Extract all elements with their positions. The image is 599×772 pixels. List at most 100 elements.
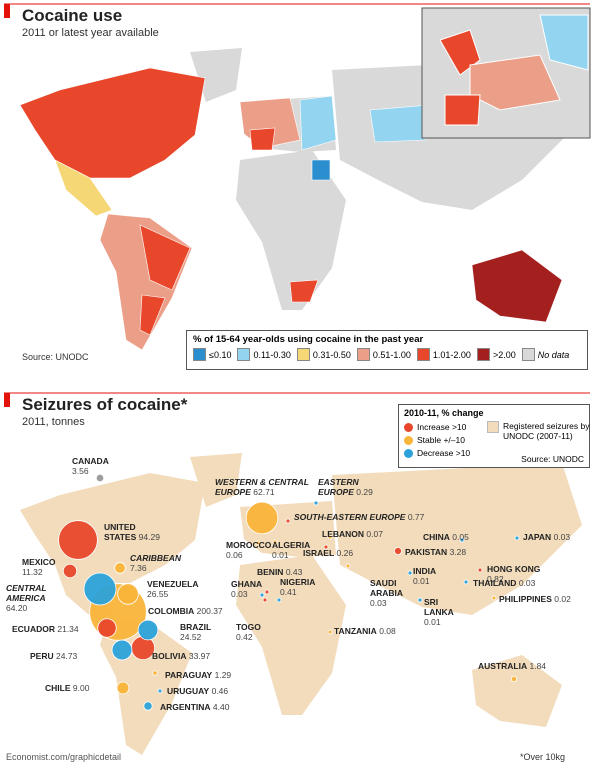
bubble <box>137 619 159 641</box>
seizure-value: 0.77 <box>407 512 425 522</box>
seizure-value: 21.34 <box>57 624 79 634</box>
bubble <box>264 589 270 595</box>
seizure-value: 0.07 <box>366 529 383 539</box>
choropleth <box>19 67 563 351</box>
legend-item: 0.51-1.00 <box>356 348 411 361</box>
legend-items: ≤0.10 0.11-0.30 0.31-0.50 0.51-1.00 1.01-2.0… <box>193 348 587 361</box>
bubble <box>116 681 130 695</box>
country-label: PHILIPPINES 0.02 <box>499 594 589 604</box>
country-label: VENEZUELA 26.55 <box>147 579 207 599</box>
country-name: PARAGUAY <box>165 670 213 680</box>
legend-item: Registered seizures by UNODC (2007-11) <box>487 421 591 441</box>
bubble <box>313 500 319 506</box>
seizure-value: 0.29 <box>356 487 373 497</box>
country-name: MOROCCO <box>226 540 272 550</box>
country-label: THAILAND 0.03 <box>473 578 543 588</box>
seizure-value: 24.73 <box>56 651 78 661</box>
bubble <box>259 592 265 598</box>
seizure-value: 0.43 <box>285 567 303 577</box>
country-name: VENEZUELA <box>147 579 199 589</box>
country-label: ECUADOR 21.34 <box>12 624 102 634</box>
country-label: URUGUAY 0.46 <box>167 686 247 696</box>
country-name: PAKISTAN <box>405 547 448 557</box>
seizure-value: 0.03 <box>518 578 536 588</box>
seizure-value: 0.46 <box>211 686 229 696</box>
legend-swatch <box>356 348 370 361</box>
seizure-value: 0.82 <box>487 574 504 584</box>
seizure-value: 0.03 <box>370 598 387 608</box>
bubble <box>255 540 261 546</box>
seizure-value: 0.06 <box>226 550 243 560</box>
seizure-value: 64.20 <box>6 603 28 613</box>
subtitle: 2011 or latest year available <box>22 27 159 39</box>
country-name: BENIN <box>257 567 284 577</box>
country-label: TANZANIA 0.08 <box>334 626 424 636</box>
bubble <box>58 520 98 560</box>
seizure-value: 0.42 <box>236 632 253 642</box>
seizure-value: 0.03 <box>231 589 248 599</box>
bubble <box>95 473 105 483</box>
bubble <box>157 688 163 694</box>
legend: 2010-11, % change Increase >10 Stable +/–… <box>398 404 590 468</box>
country-label: WESTERN & CENTRAL EUROPE 62.71 <box>215 477 325 497</box>
country-name: PERU <box>30 651 54 661</box>
country-name: TANZANIA <box>334 626 377 636</box>
country-name: MEXICO <box>22 557 56 567</box>
legend-label: 1.01-2.00 <box>432 349 471 360</box>
bubble <box>459 537 465 543</box>
legend-swatch <box>296 348 310 361</box>
country-name: CANADA <box>72 456 109 466</box>
title: Seizures of cocaine* <box>22 395 188 414</box>
seizure-value: 0.01 <box>272 550 289 560</box>
bubble <box>510 675 518 683</box>
country-label: MOROCCO 0.06 <box>226 540 271 560</box>
country-name: THAILAND <box>473 578 517 588</box>
bubble <box>514 535 520 541</box>
country-name: GHANA <box>231 579 263 589</box>
seizure-value: 24.52 <box>180 632 202 642</box>
title: Cocaine use <box>22 6 123 25</box>
seizure-value: 26.55 <box>147 589 169 599</box>
country-name: AUSTRALIA <box>478 661 528 671</box>
country-label: LEBANON 0.07 <box>322 529 392 539</box>
country-label: NIGERIA 0.41 <box>280 577 325 597</box>
country-name: ISRAEL <box>303 548 335 558</box>
country-label: CHINA 0.05 <box>423 532 493 542</box>
inset-spain <box>444 94 481 126</box>
bubble <box>245 501 279 535</box>
country-name: ALGERIA <box>272 540 311 550</box>
legend-label: Stable +/–10 <box>417 435 465 445</box>
legend-label: 0.51-1.00 <box>372 349 411 360</box>
bubble <box>327 629 333 635</box>
legend-item: 0.11-0.30 <box>237 348 291 361</box>
legend-label: Registered seizures by UNODC (2007-11) <box>503 421 590 441</box>
legend-item: ≤0.10 <box>193 348 231 361</box>
seizure-value: 9.00 <box>72 683 90 693</box>
country-label: MEXICO 11.32 <box>22 557 62 577</box>
legend-title: % of 15-64 year-olds using cocaine in th… <box>193 334 424 345</box>
bubble <box>111 639 133 661</box>
country-name: ARGENTINA <box>160 702 211 712</box>
seizure-value: 33.97 <box>188 651 211 661</box>
legend-label: 0.31-0.50 <box>312 349 351 360</box>
country-label: INDIA 0.01 <box>413 566 453 586</box>
country-label: UNITED STATES 94.29 <box>104 522 164 542</box>
bubble <box>323 544 329 550</box>
country-label: BOLIVIA 33.97 <box>152 651 232 661</box>
bubble <box>143 701 153 711</box>
country-name: SRI LANKA <box>424 597 454 617</box>
bubble <box>393 546 403 556</box>
country-name: INDIA <box>413 566 437 576</box>
country-label: HONG KONG 0.82 <box>487 564 557 584</box>
legend-swatch <box>193 348 206 361</box>
legend-label: ≤0.10 <box>209 349 232 360</box>
legend-swatch <box>404 436 413 445</box>
bubble <box>272 539 278 545</box>
country-label: EASTERN EUROPE 0.29 <box>318 477 388 497</box>
legend-swatch <box>521 348 535 361</box>
legend-label: No data <box>537 349 570 360</box>
footnote: *Over 10kg <box>520 752 566 762</box>
country-label: BRAZIL 24.52 <box>180 622 225 642</box>
country-name: TOGO <box>236 622 261 632</box>
bubble <box>97 618 117 638</box>
